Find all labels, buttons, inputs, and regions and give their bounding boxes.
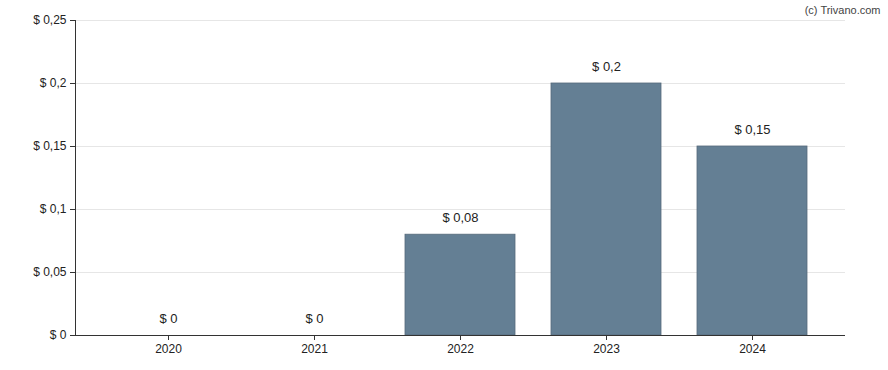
svg-text:2024: 2024 [739, 342, 766, 356]
svg-text:$ 0,05: $ 0,05 [33, 265, 67, 279]
svg-text:$ 0: $ 0 [159, 311, 177, 326]
svg-text:2022: 2022 [447, 342, 474, 356]
svg-text:$ 0,1: $ 0,1 [40, 202, 67, 216]
svg-text:2023: 2023 [593, 342, 620, 356]
svg-text:$ 0,08: $ 0,08 [442, 210, 478, 225]
svg-text:$ 0: $ 0 [50, 328, 67, 342]
svg-text:$ 0,2: $ 0,2 [592, 59, 621, 74]
svg-text:$ 0,15: $ 0,15 [734, 122, 770, 137]
svg-text:$ 0: $ 0 [305, 311, 323, 326]
svg-text:(c) Trivano.com: (c) Trivano.com [805, 4, 881, 16]
svg-text:$ 0,2: $ 0,2 [40, 76, 67, 90]
svg-text:$ 0,15: $ 0,15 [33, 139, 67, 153]
svg-text:2021: 2021 [301, 342, 328, 356]
svg-text:$ 0,25: $ 0,25 [33, 13, 67, 27]
svg-text:2020: 2020 [155, 342, 182, 356]
